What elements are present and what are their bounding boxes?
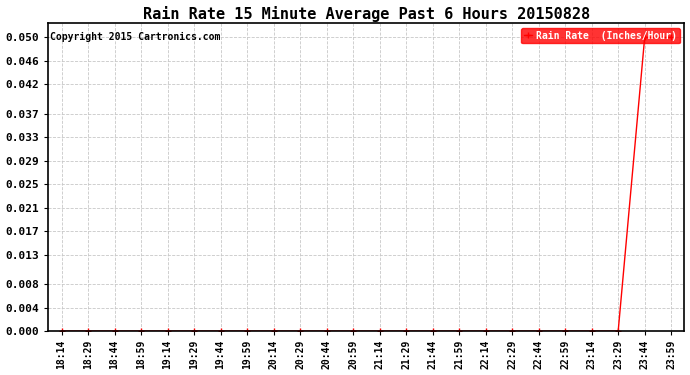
Rain Rate  (Inches/Hour) xyxy=(375,329,384,333)
Rain Rate  (Inches/Hour) xyxy=(84,329,92,333)
Rain Rate  (Inches/Hour) xyxy=(428,329,437,333)
Rain Rate  (Inches/Hour) xyxy=(667,35,676,40)
Legend: Rain Rate  (Inches/Hour): Rain Rate (Inches/Hour) xyxy=(521,28,680,44)
Rain Rate  (Inches/Hour) xyxy=(164,329,172,333)
Rain Rate  (Inches/Hour) xyxy=(535,329,543,333)
Rain Rate  (Inches/Hour) xyxy=(322,329,331,333)
Rain Rate  (Inches/Hour) xyxy=(110,329,119,333)
Rain Rate  (Inches/Hour) xyxy=(482,329,490,333)
Rain Rate  (Inches/Hour) xyxy=(190,329,198,333)
Rain Rate  (Inches/Hour) xyxy=(640,35,649,40)
Rain Rate  (Inches/Hour) xyxy=(349,329,357,333)
Line: Rain Rate  (Inches/Hour): Rain Rate (Inches/Hour) xyxy=(59,34,674,334)
Rain Rate  (Inches/Hour) xyxy=(455,329,463,333)
Rain Rate  (Inches/Hour) xyxy=(270,329,278,333)
Title: Rain Rate 15 Minute Average Past 6 Hours 20150828: Rain Rate 15 Minute Average Past 6 Hours… xyxy=(143,6,590,21)
Text: Copyright 2015 Cartronics.com: Copyright 2015 Cartronics.com xyxy=(50,32,220,42)
Rain Rate  (Inches/Hour) xyxy=(57,329,66,333)
Rain Rate  (Inches/Hour) xyxy=(588,329,596,333)
Rain Rate  (Inches/Hour) xyxy=(217,329,225,333)
Rain Rate  (Inches/Hour) xyxy=(243,329,251,333)
Rain Rate  (Inches/Hour) xyxy=(614,329,622,333)
Rain Rate  (Inches/Hour) xyxy=(561,329,569,333)
Rain Rate  (Inches/Hour) xyxy=(296,329,304,333)
Rain Rate  (Inches/Hour) xyxy=(508,329,516,333)
Rain Rate  (Inches/Hour) xyxy=(402,329,411,333)
Rain Rate  (Inches/Hour) xyxy=(137,329,145,333)
